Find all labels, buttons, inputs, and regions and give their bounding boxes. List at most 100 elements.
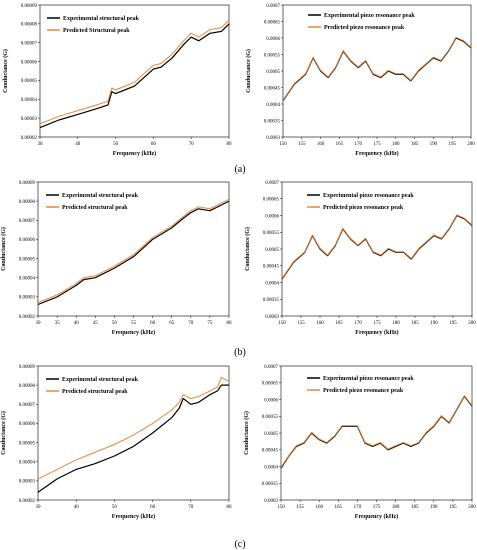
y-axis-label: Conductance (G) bbox=[0, 411, 7, 455]
chart-3: 30 35 40 45 50 55 60 65 70 75 80 0.00002 0.00003 0.00… bbox=[0, 181, 232, 336]
legend-entry: Experimental piezo resonance peak bbox=[323, 376, 414, 382]
x-tick-label: 150 bbox=[279, 142, 287, 147]
y-axis-label: Conductance (G) bbox=[0, 227, 7, 271]
x-tick-label: 190 bbox=[430, 505, 438, 510]
x-tick-label: 185 bbox=[411, 142, 419, 147]
x-tick-label: 60 bbox=[150, 321, 156, 326]
x-axis-label: Frequency (kHz) bbox=[355, 329, 398, 336]
series-line-predicted bbox=[281, 214, 473, 279]
y-tick-label: 0.0003 bbox=[266, 136, 280, 141]
x-tick-label: 195 bbox=[448, 142, 456, 147]
plot-frame bbox=[281, 181, 473, 317]
x-tick-label: 45 bbox=[93, 321, 99, 326]
x-tick-label: 195 bbox=[449, 505, 457, 510]
x-tick-label: 50 bbox=[112, 321, 118, 326]
x-axis-label: Frequency (kHz) bbox=[112, 513, 155, 520]
plot-frame bbox=[280, 365, 473, 501]
y-tick-label: 0.00055 bbox=[262, 415, 279, 420]
x-tick-label: 150 bbox=[278, 321, 286, 326]
x-tick-label: 30 bbox=[36, 505, 42, 510]
x-tick-label: 80 bbox=[227, 142, 233, 147]
y-tick-label: 0.0003 bbox=[264, 499, 278, 504]
y-tick-label: 0.00004 bbox=[19, 461, 36, 466]
x-tick-label: 60 bbox=[151, 142, 157, 147]
x-tick-label: 165 bbox=[335, 321, 343, 326]
x-axis-label: Frequency (kHz) bbox=[355, 513, 398, 520]
x-tick-label: 40 bbox=[74, 321, 80, 326]
y-tick-label: 0.00035 bbox=[263, 298, 280, 303]
y-tick-label: 0.00009 bbox=[21, 4, 38, 9]
series-line-experimental bbox=[280, 395, 473, 469]
x-tick-label: 30 bbox=[38, 142, 44, 147]
legend-entry: Experimental piezo resonance peak bbox=[323, 193, 414, 199]
y-tick-label: 0.00045 bbox=[263, 265, 280, 270]
x-tick-label: 160 bbox=[317, 142, 325, 147]
y-tick-label: 0.0006 bbox=[266, 37, 280, 42]
x-tick-label: 155 bbox=[298, 142, 306, 147]
y-tick-label: 0.0005 bbox=[266, 70, 280, 75]
x-tick-label: 175 bbox=[373, 505, 381, 510]
x-tick-label: 170 bbox=[354, 142, 362, 147]
x-axis-label: Frequency (kHz) bbox=[112, 329, 155, 336]
x-tick-label: 150 bbox=[277, 505, 285, 510]
y-tick-label: 0.00035 bbox=[264, 119, 281, 124]
series-line-predicted bbox=[282, 36, 472, 101]
x-tick-label: 50 bbox=[113, 142, 119, 147]
x-tick-label: 155 bbox=[297, 321, 305, 326]
y-tick-label: 0.00065 bbox=[262, 382, 279, 387]
series-line-experimental bbox=[37, 384, 229, 493]
plot-frame bbox=[37, 365, 230, 501]
y-tick-label: 0.00007 bbox=[19, 219, 36, 224]
y-tick-label: 0.0004 bbox=[264, 465, 278, 470]
y-tick-label: 0.00045 bbox=[262, 449, 279, 454]
series-line-predicted bbox=[39, 19, 230, 125]
y-tick-label: 0.0006 bbox=[265, 214, 279, 219]
y-tick-label: 0.0007 bbox=[266, 4, 280, 9]
x-tick-label: 30 bbox=[36, 321, 42, 326]
y-tick-label: 0.00065 bbox=[264, 20, 281, 25]
x-tick-label: 80 bbox=[227, 321, 233, 326]
y-tick-label: 0.00045 bbox=[264, 86, 281, 91]
series-line-experimental bbox=[281, 214, 473, 280]
y-tick-label: 0.00002 bbox=[19, 499, 36, 504]
y-tick-label: 0.0004 bbox=[266, 103, 280, 108]
y-axis-label: Conductance (G) bbox=[244, 227, 251, 271]
y-tick-label: 0.00006 bbox=[19, 238, 36, 243]
y-tick-label: 0.00055 bbox=[264, 53, 281, 58]
chart-2: 150 155 160 165 170 175 180 185 190 195 200 0.0003 0… bbox=[245, 4, 475, 157]
series-line-predicted bbox=[37, 377, 230, 480]
plot-frame bbox=[37, 181, 230, 317]
chart-1: 30 40 50 60 70 80 0.00002 0.00003 0.00004 0.00005… bbox=[2, 4, 232, 157]
y-axis-label: Conductance (G) bbox=[243, 411, 250, 455]
legend-entry: Predicted Structural peak bbox=[63, 28, 130, 34]
y-tick-label: 0.0005 bbox=[264, 432, 278, 437]
x-tick-label: 200 bbox=[467, 142, 475, 147]
y-tick-label: 0.00005 bbox=[19, 441, 36, 446]
legend-entry: Predicted structural peak bbox=[62, 389, 128, 395]
x-tick-label: 55 bbox=[131, 321, 137, 326]
x-tick-label: 180 bbox=[392, 505, 400, 510]
chart-5: 30 40 50 60 70 80 0.00002 0.00003 0.00004 0.00005… bbox=[0, 365, 232, 520]
x-tick-label: 155 bbox=[296, 505, 304, 510]
y-tick-label: 0.00002 bbox=[19, 315, 36, 320]
y-tick-label: 0.00009 bbox=[19, 181, 36, 186]
x-tick-label: 200 bbox=[468, 321, 476, 326]
y-tick-label: 0.0007 bbox=[265, 181, 279, 186]
legend-entry: Experimental structural peak bbox=[62, 377, 139, 383]
x-tick-label: 185 bbox=[411, 321, 419, 326]
y-tick-label: 0.00005 bbox=[19, 257, 36, 262]
legend-entry: Experimental structural peak bbox=[62, 193, 139, 199]
x-tick-label: 160 bbox=[315, 505, 323, 510]
x-tick-label: 165 bbox=[335, 505, 343, 510]
x-tick-label: 40 bbox=[75, 142, 81, 147]
x-tick-label: 75 bbox=[207, 321, 213, 326]
y-tick-label: 0.00003 bbox=[19, 480, 36, 485]
x-tick-label: 70 bbox=[189, 142, 195, 147]
y-axis-label: Conductance (G) bbox=[245, 49, 252, 93]
y-tick-label: 0.00009 bbox=[19, 365, 36, 370]
x-tick-label: 190 bbox=[430, 142, 438, 147]
y-tick-label: 0.0003 bbox=[265, 315, 279, 320]
x-tick-label: 170 bbox=[354, 505, 362, 510]
y-tick-label: 0.0007 bbox=[264, 365, 278, 370]
